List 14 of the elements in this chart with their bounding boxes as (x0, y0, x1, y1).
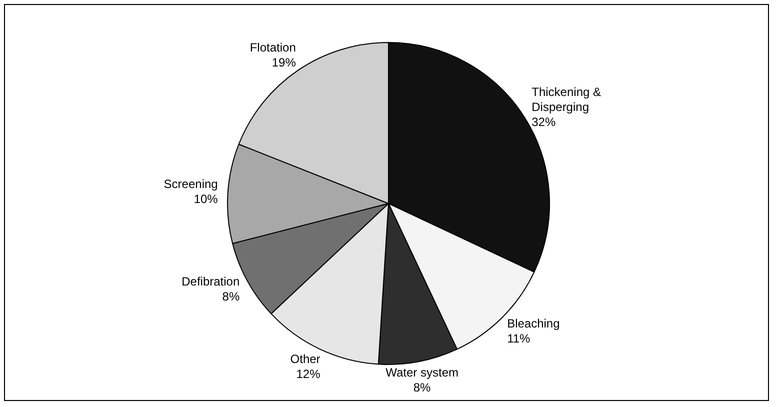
data-label: 8% (222, 290, 240, 304)
data-label: 32% (532, 114, 556, 129)
data-label: 12% (296, 366, 321, 381)
slice-label: Bleaching (507, 316, 560, 330)
slice-label: Other (290, 352, 320, 366)
data-label: 8% (413, 380, 432, 395)
data-label: 11% (507, 331, 531, 346)
data-label: 10% (194, 192, 218, 206)
data-label: 19% (272, 55, 296, 70)
slice-label: Defibration (182, 274, 240, 289)
slice-label: Flotation (250, 40, 296, 54)
slice-label: Thickening & Disperging (532, 84, 602, 114)
slice-label: Screening (164, 177, 218, 192)
slice-label: Water system (386, 366, 458, 380)
